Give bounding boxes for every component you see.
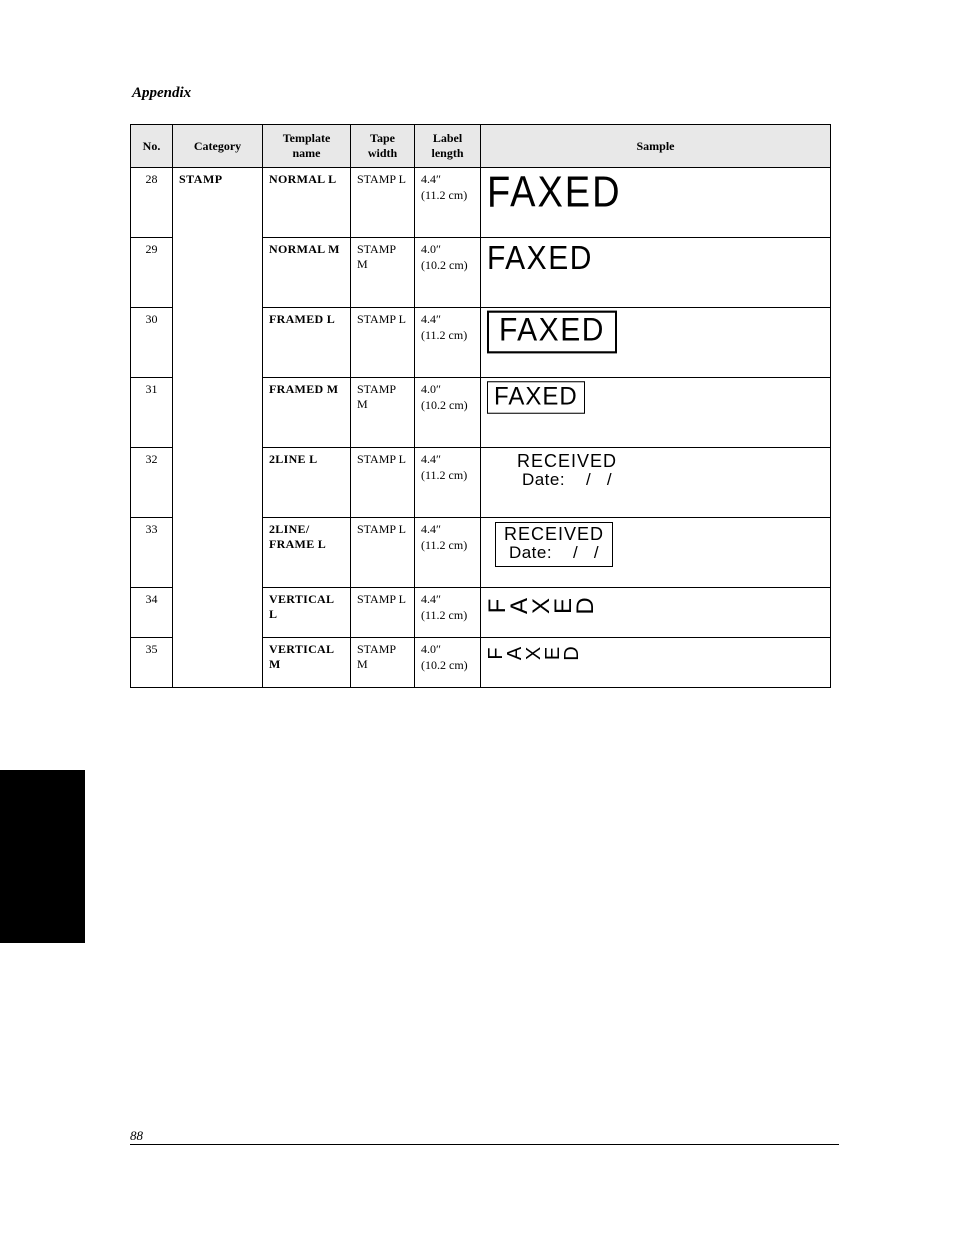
- cell-no: 30: [131, 308, 173, 378]
- cell-tape-width: STAMP L: [351, 518, 415, 588]
- cell-label-length: 4.4″(11.2 cm): [415, 448, 481, 518]
- sample-label: FAXED: [487, 169, 622, 218]
- page-footer: 88: [130, 1144, 839, 1145]
- sample-label: FAXED: [487, 381, 585, 414]
- label-length-value: 4.0″: [421, 242, 474, 258]
- cell-no: 34: [131, 588, 173, 638]
- page: Appendix No. Category Template name Tape…: [0, 0, 954, 1235]
- sample-label: RECEIVEDDate: / /: [495, 522, 613, 567]
- cell-sample: RECEIVEDDate: / /: [481, 448, 831, 518]
- cell-no: 35: [131, 638, 173, 688]
- sample-line2: Date: / /: [504, 544, 604, 562]
- col-template-name-l1: Template: [283, 131, 331, 145]
- cell-tape-width: STAMP M: [351, 238, 415, 308]
- col-label-length-l2: length: [431, 146, 463, 160]
- cell-label-length: 4.4″(11.2 cm): [415, 518, 481, 588]
- label-length-value: 4.0″: [421, 642, 474, 658]
- cell-template-name: NORMAL L: [263, 168, 351, 238]
- cell-sample: FAXED: [481, 588, 831, 638]
- cell-template-name: VERTICAL L: [263, 588, 351, 638]
- cell-sample: FAXED: [481, 308, 831, 378]
- cell-category: STAMP: [173, 168, 263, 688]
- cell-sample: FAXED: [481, 378, 831, 448]
- sample-label: FAXED: [487, 311, 617, 354]
- col-tape-width-l1: Tape: [370, 131, 395, 145]
- edge-tab: [0, 770, 85, 943]
- label-length-value: 4.4″: [421, 172, 474, 188]
- col-no: No.: [131, 125, 173, 168]
- sample-label: FAXED: [487, 592, 597, 620]
- label-length-value: 4.4″: [421, 592, 474, 608]
- col-template-name-l2: name: [293, 146, 321, 160]
- table-body: 28STAMPNORMAL LSTAMP L4.4″(11.2 cm)FAXED…: [131, 168, 831, 688]
- sample-vert-char: D: [561, 644, 584, 663]
- sample-vert-char: D: [572, 595, 600, 617]
- cell-no: 32: [131, 448, 173, 518]
- sample-label: RECEIVEDDate: / /: [517, 452, 617, 489]
- col-category: Category: [173, 125, 263, 168]
- cell-label-length: 4.4″(11.2 cm): [415, 168, 481, 238]
- cell-no: 28: [131, 168, 173, 238]
- label-length-cm: (10.2 cm): [421, 658, 474, 674]
- label-length-cm: (10.2 cm): [421, 398, 474, 414]
- cell-label-length: 4.0″(10.2 cm): [415, 638, 481, 688]
- cell-sample: RECEIVEDDate: / /: [481, 518, 831, 588]
- col-label-length-l1: Label: [433, 131, 462, 145]
- footer-tick: [158, 1144, 186, 1145]
- cell-template-name: VERTICAL M: [263, 638, 351, 688]
- sample-label: FAXED: [487, 642, 582, 665]
- cell-no: 33: [131, 518, 173, 588]
- cell-label-length: 4.0″(10.2 cm): [415, 238, 481, 308]
- cell-sample: FAXED: [481, 238, 831, 308]
- section-title: Appendix: [132, 85, 839, 102]
- cell-template-name: NORMAL M: [263, 238, 351, 308]
- sample-line1: RECEIVED: [504, 525, 604, 544]
- cell-template-name: FRAMED L: [263, 308, 351, 378]
- sample-line1: RECEIVED: [517, 452, 617, 471]
- label-length-cm: (11.2 cm): [421, 608, 474, 624]
- cell-template-name: FRAMED M: [263, 378, 351, 448]
- col-tape-width-l2: width: [368, 146, 397, 160]
- cell-no: 31: [131, 378, 173, 448]
- table-header: No. Category Template name Tape width La…: [131, 125, 831, 168]
- cell-label-length: 4.0″(10.2 cm): [415, 378, 481, 448]
- label-length-cm: (11.2 cm): [421, 328, 474, 344]
- col-sample: Sample: [481, 125, 831, 168]
- template-table: No. Category Template name Tape width La…: [130, 124, 831, 688]
- cell-tape-width: STAMP L: [351, 308, 415, 378]
- page-number: 88: [130, 1128, 147, 1144]
- label-length-cm: (11.2 cm): [421, 188, 474, 204]
- table-row: 28STAMPNORMAL LSTAMP L4.4″(11.2 cm)FAXED: [131, 168, 831, 238]
- col-label-length: Label length: [415, 125, 481, 168]
- label-length-value: 4.4″: [421, 312, 474, 328]
- cell-label-length: 4.4″(11.2 cm): [415, 588, 481, 638]
- cell-sample: FAXED: [481, 168, 831, 238]
- cell-sample: FAXED: [481, 638, 831, 688]
- cell-label-length: 4.4″(11.2 cm): [415, 308, 481, 378]
- label-length-cm: (11.2 cm): [421, 468, 474, 484]
- label-length-value: 4.4″: [421, 452, 474, 468]
- col-template-name: Template name: [263, 125, 351, 168]
- cell-tape-width: STAMP L: [351, 448, 415, 518]
- cell-tape-width: STAMP M: [351, 638, 415, 688]
- cell-template-name: 2LINE/FRAME L: [263, 518, 351, 588]
- label-length-cm: (10.2 cm): [421, 258, 474, 274]
- footer-rule: [130, 1144, 839, 1145]
- cell-template-name: 2LINE L: [263, 448, 351, 518]
- cell-tape-width: STAMP M: [351, 378, 415, 448]
- sample-label: FAXED: [487, 240, 593, 277]
- cell-tape-width: STAMP L: [351, 588, 415, 638]
- sample-line2: Date: / /: [517, 471, 617, 489]
- label-length-cm: (11.2 cm): [421, 538, 474, 554]
- col-tape-width: Tape width: [351, 125, 415, 168]
- cell-no: 29: [131, 238, 173, 308]
- cell-tape-width: STAMP L: [351, 168, 415, 238]
- label-length-value: 4.4″: [421, 522, 474, 538]
- label-length-value: 4.0″: [421, 382, 474, 398]
